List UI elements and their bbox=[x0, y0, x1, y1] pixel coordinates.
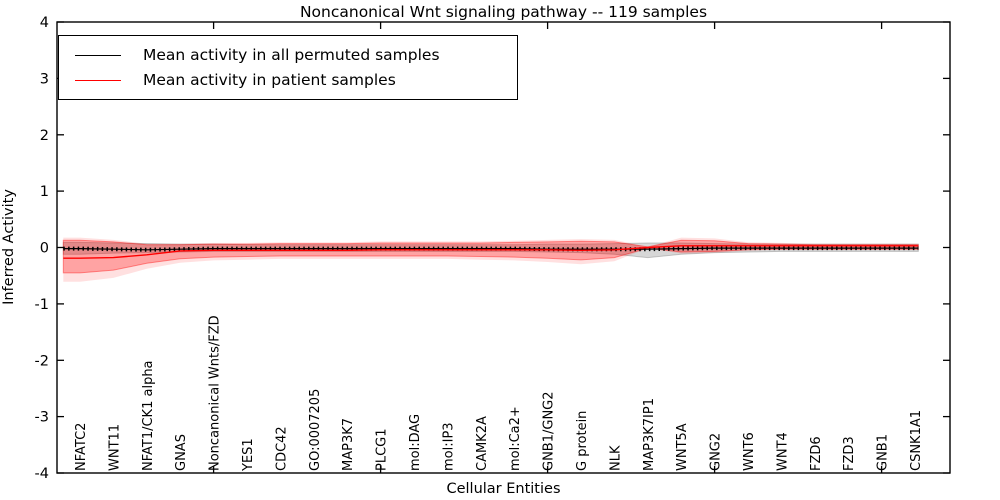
y-tick-label: 0 bbox=[40, 241, 49, 257]
y-tick-label: -3 bbox=[35, 410, 49, 426]
x-category-label: mol:DAG bbox=[408, 414, 423, 471]
legend-item-label: Mean activity in all permuted samples bbox=[143, 46, 440, 64]
x-category-label: GNB1/GNG2 bbox=[542, 391, 557, 471]
x-category-label: GNAS bbox=[174, 434, 189, 471]
x-category-label: WNT5A bbox=[675, 423, 690, 471]
x-category-label: Noncanonical Wnts/FZD bbox=[208, 315, 223, 471]
x-category-label: CDC42 bbox=[274, 426, 289, 471]
patient-line-sample-icon bbox=[75, 79, 121, 81]
x-category-label: WNT6 bbox=[742, 432, 757, 471]
legend-item: Mean activity in patient samples bbox=[75, 71, 517, 89]
y-tick-label: 4 bbox=[40, 15, 49, 31]
x-category-label: G protein bbox=[575, 411, 590, 471]
x-category-label: PLCG1 bbox=[375, 428, 390, 471]
x-category-label: CSNK1A1 bbox=[909, 410, 924, 471]
y-tick-label: 2 bbox=[40, 128, 49, 144]
patient-mean-line bbox=[63, 245, 919, 259]
chart-title: Noncanonical Wnt signaling pathway -- 11… bbox=[299, 3, 708, 21]
legend-item: Mean activity in all permuted samples bbox=[75, 46, 517, 64]
x-axis-label: Cellular Entities bbox=[446, 481, 561, 497]
x-category-label: NFATC2 bbox=[74, 423, 89, 471]
x-category-label: FZD3 bbox=[842, 436, 857, 471]
y-tick-label: 1 bbox=[40, 184, 49, 200]
x-category-label: CAMK2A bbox=[475, 416, 490, 471]
x-category-label: mol:Ca2+ bbox=[508, 406, 523, 471]
y-axis-label: Inferred Activity bbox=[1, 189, 17, 305]
x-category-label: MAP3K7IP1 bbox=[642, 398, 657, 471]
x-category-label: WNT4 bbox=[775, 432, 790, 471]
x-category-label: YES1 bbox=[241, 438, 256, 472]
x-category-label: GNB1 bbox=[876, 434, 891, 471]
permuted-mean-line-markers bbox=[63, 246, 919, 252]
permuted-line-sample-icon bbox=[75, 54, 121, 56]
x-category-label: GO:0007205 bbox=[308, 389, 323, 471]
y-tick-label: -2 bbox=[35, 353, 49, 369]
y-tick-label: -1 bbox=[35, 297, 49, 313]
y-tick-label: 3 bbox=[40, 71, 49, 87]
x-category-label: WNT11 bbox=[107, 424, 122, 471]
legend: Mean activity in all permuted samples Me… bbox=[58, 35, 518, 100]
y-tick-label: -4 bbox=[35, 466, 49, 482]
legend-item-label: Mean activity in patient samples bbox=[143, 71, 396, 89]
x-category-label: mol:IP3 bbox=[441, 422, 456, 471]
x-category-label: GNG2 bbox=[709, 433, 724, 471]
x-category-label: FZD6 bbox=[809, 436, 824, 471]
x-category-label: NLK bbox=[608, 445, 623, 471]
x-category-label: MAP3K7 bbox=[341, 418, 356, 471]
x-category-label: NFAT1/CK1 alpha bbox=[141, 360, 156, 471]
